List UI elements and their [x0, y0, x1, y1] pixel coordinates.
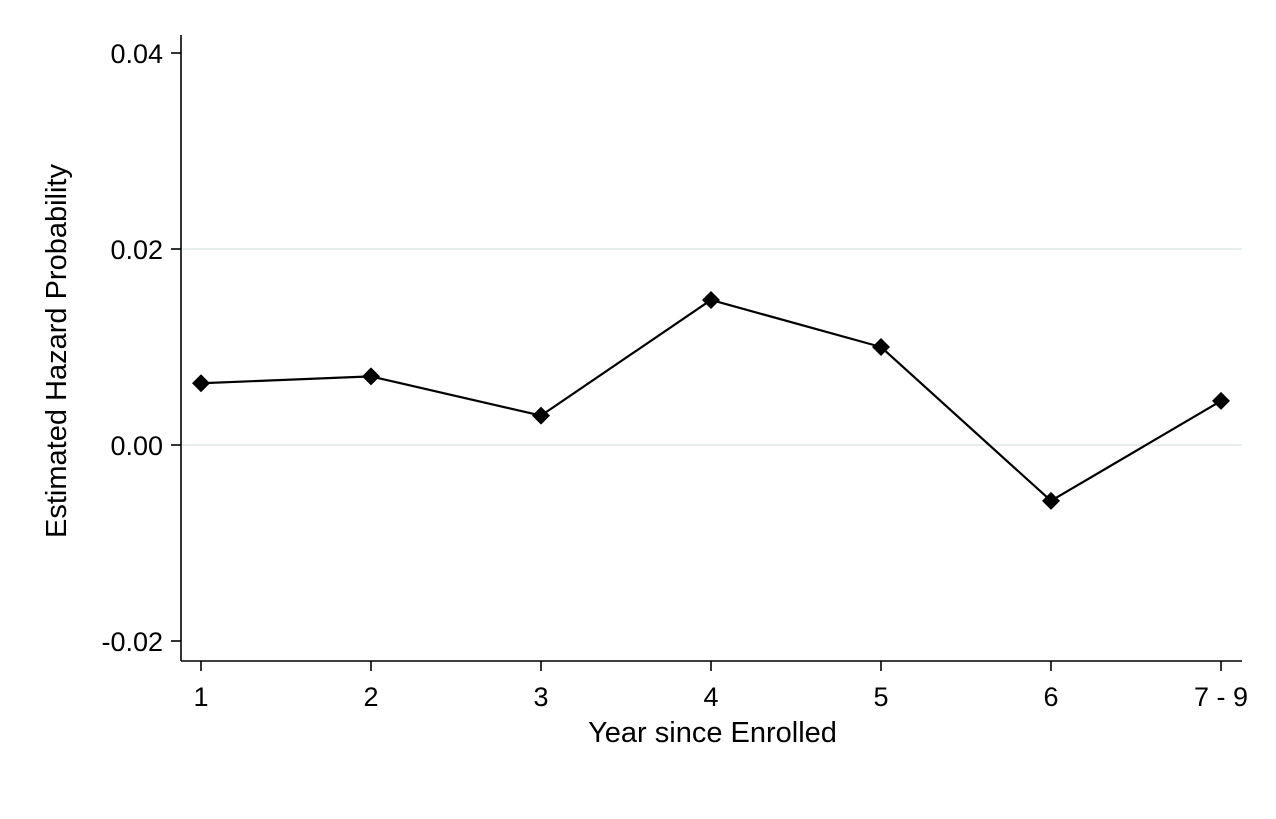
- x-tick-label: 2: [363, 682, 378, 712]
- series-layer: [192, 290, 1230, 510]
- series-line: [200, 298, 1222, 502]
- x-tick-label: 7 - 9: [1194, 682, 1248, 712]
- x-tick-label: 1: [193, 682, 208, 712]
- x-axis-title: Year since Enrolled: [588, 717, 837, 749]
- data-point-marker: [702, 290, 720, 309]
- y-tick-label: 0.02: [110, 235, 163, 265]
- x-tick-label: 5: [873, 682, 888, 712]
- axes: [180, 35, 1242, 662]
- data-point-marker: [192, 374, 210, 393]
- x-tick-label: 3: [533, 682, 548, 712]
- gridlines: [182, 248, 1242, 446]
- x-tick-label: 6: [1043, 682, 1058, 712]
- y-tick-label: 0.00: [110, 431, 163, 461]
- data-point-marker: [1042, 491, 1060, 510]
- x-tick-label: 4: [703, 682, 718, 712]
- y-tick-label: -0.02: [101, 627, 163, 657]
- data-point-marker: [532, 406, 550, 425]
- y-axis-title: Estimated Hazard Probability: [41, 164, 73, 538]
- data-point-marker: [362, 367, 380, 386]
- data-point-marker: [1212, 391, 1230, 410]
- y-axis-ticks: -0.02 0.00 0.02 0.04: [101, 39, 181, 657]
- x-axis-ticks: 1 2 3 4 5 6 7 - 9: [193, 661, 1248, 712]
- data-point-marker: [872, 338, 890, 356]
- y-tick-label: 0.04: [110, 39, 163, 69]
